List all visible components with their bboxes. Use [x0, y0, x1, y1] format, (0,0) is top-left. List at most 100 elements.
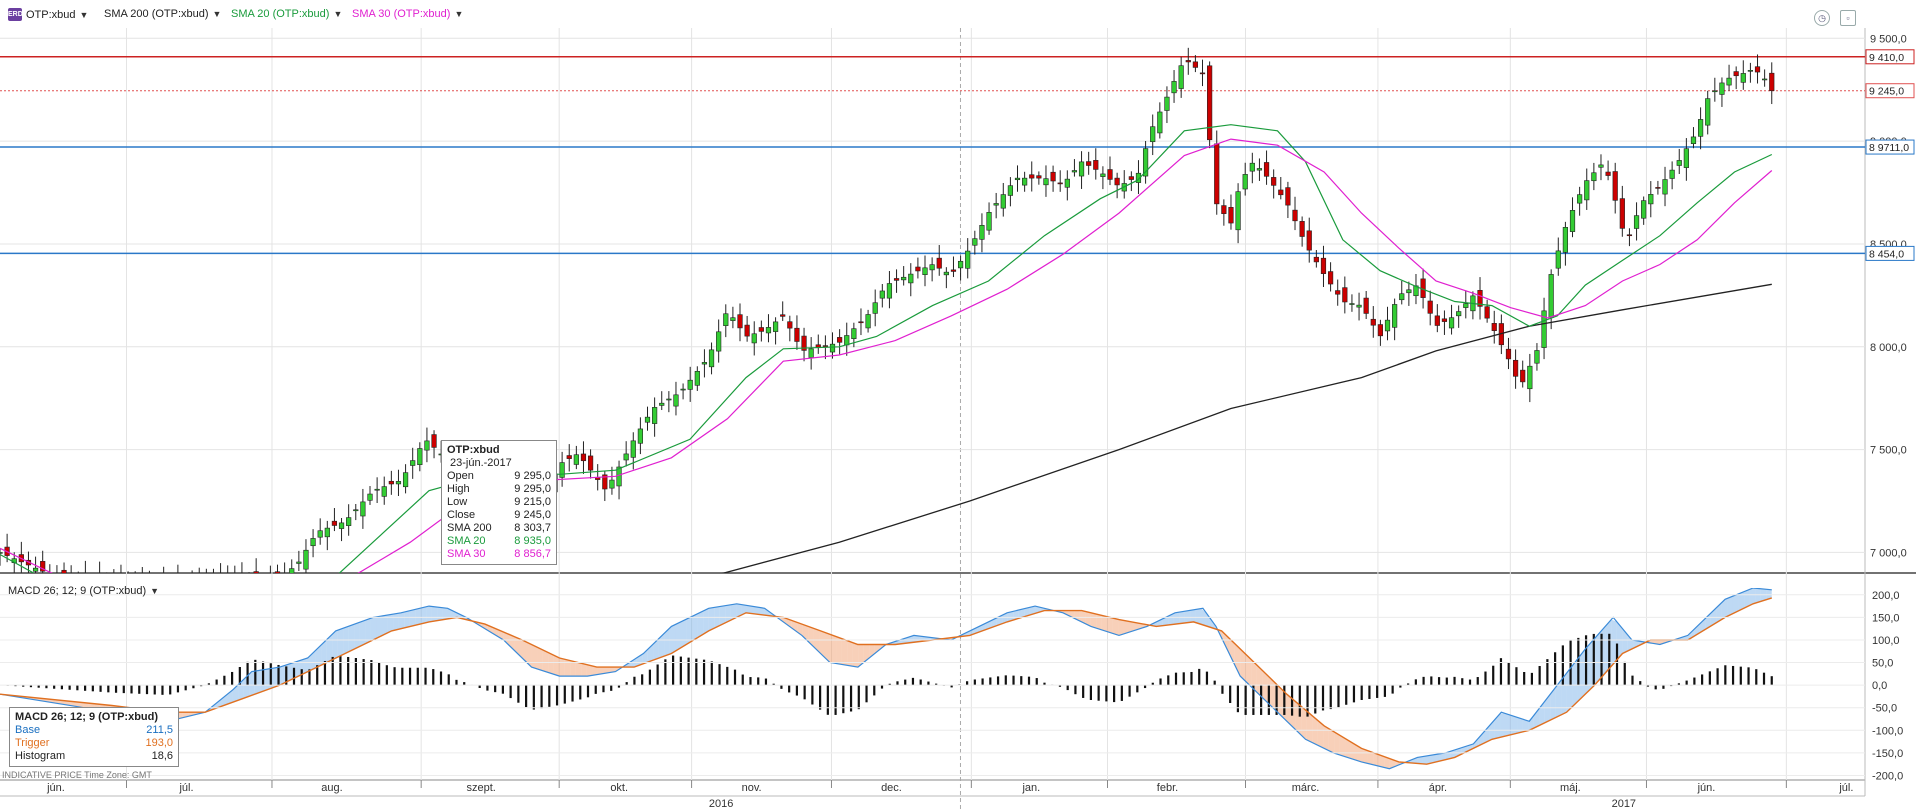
macd-fill	[1085, 611, 1091, 627]
candle-body	[694, 370, 700, 386]
candle-body	[1142, 148, 1149, 177]
macd-fill	[586, 664, 593, 677]
candle-body	[872, 302, 878, 314]
candle-body	[1327, 271, 1334, 285]
macd-tooltip-row: Trigger 193,0	[15, 737, 173, 750]
candle-body	[1633, 215, 1640, 229]
macd-fill	[409, 609, 416, 627]
macd-fill	[592, 666, 598, 676]
macd-fill	[321, 639, 327, 666]
macd-fill	[1157, 618, 1163, 627]
macd-fill	[658, 633, 665, 659]
candle-body	[915, 266, 921, 272]
macd-fill	[697, 611, 704, 638]
macd-fill	[819, 630, 825, 658]
instrument-selector[interactable]: ERD OTP:xbud ▼	[8, 8, 88, 21]
macd-fill	[1356, 745, 1363, 763]
macd-fill	[548, 652, 554, 675]
macd-fill	[1123, 620, 1130, 634]
candle-body	[353, 509, 359, 512]
candle-body	[1363, 297, 1369, 314]
candle-body	[1078, 161, 1085, 177]
candle-body	[1306, 230, 1312, 251]
candle-body	[1690, 136, 1697, 144]
macd-fill	[1373, 752, 1379, 767]
candle-body	[240, 575, 245, 578]
macd-fill	[692, 613, 698, 641]
candle-body	[1662, 179, 1668, 195]
clock-icon[interactable]: ◷	[1814, 10, 1830, 26]
candle-body	[1512, 359, 1519, 377]
candle-body	[1256, 168, 1263, 171]
macd-fill	[304, 655, 311, 674]
candle-body	[1541, 310, 1547, 348]
macd-fill	[603, 667, 610, 674]
macd-fill	[730, 603, 737, 621]
macd-fill	[531, 644, 538, 669]
candle-body	[680, 388, 686, 391]
candle-body	[1548, 274, 1554, 318]
candle-body	[844, 335, 850, 346]
candle-body	[1434, 315, 1440, 326]
macd-fill	[609, 667, 615, 673]
candle-body	[1178, 65, 1184, 89]
macd-selector[interactable]: MACD 26; 12; 9 (OTP:xbud) ▼	[8, 585, 159, 597]
macd-fill	[332, 630, 338, 660]
macd-fill	[1234, 643, 1241, 677]
candle-body	[787, 321, 793, 329]
macd-fill	[1223, 632, 1230, 654]
macd-fill	[1417, 756, 1423, 764]
macd-fill	[1439, 752, 1446, 762]
candle-body	[1349, 303, 1355, 305]
macd-fill	[1278, 686, 1285, 720]
y-tick-label: 0,0	[1872, 680, 1887, 692]
level-label-box	[1865, 139, 1915, 155]
candle-body	[1150, 126, 1156, 143]
macd-fill	[1328, 728, 1335, 754]
sma200-selector[interactable]: SMA 200 (OTP:xbud) ▼	[104, 8, 221, 20]
macd-fill	[1190, 609, 1196, 623]
macd-fill	[337, 628, 344, 658]
candle-body	[1754, 66, 1761, 73]
candle-body	[76, 577, 81, 579]
macd-fill	[1367, 750, 1374, 765]
macd-fill	[1699, 618, 1706, 633]
macd-fill	[215, 699, 222, 709]
candle-body	[40, 561, 46, 572]
candle-body	[395, 481, 402, 485]
macd-fill	[1517, 717, 1523, 734]
candle-body	[1029, 174, 1035, 179]
tooltip-label: Close	[447, 509, 476, 521]
candle-body	[1769, 72, 1775, 92]
macd-fill	[642, 649, 648, 665]
sma30-line	[0, 138, 1773, 573]
candle-body	[217, 572, 224, 573]
candle-body	[1719, 82, 1725, 95]
macd-fill	[1096, 614, 1102, 630]
candle-body	[865, 314, 871, 329]
candle-body	[1577, 194, 1583, 204]
candle-body	[929, 264, 935, 271]
y-tick-label: 7 000,0	[1870, 547, 1907, 559]
sma20-selector[interactable]: SMA 20 (OTP:xbud) ▼	[231, 8, 342, 20]
sma30-selector[interactable]: SMA 30 (OTP:xbud) ▼	[352, 8, 463, 20]
candle-body	[183, 584, 188, 585]
candle-body	[1484, 306, 1490, 319]
candle-body	[417, 448, 423, 465]
candle-body	[1655, 187, 1661, 189]
candle-body	[993, 203, 999, 206]
candle-body	[233, 574, 238, 578]
candle-body	[893, 278, 900, 281]
candle-body	[602, 474, 608, 490]
settings-icon[interactable]: ▫	[1840, 10, 1856, 26]
level-label: 9 245,0	[1869, 86, 1904, 98]
tooltip-row: Open 9 295,0	[447, 470, 551, 483]
x-tick-label: dec.	[881, 782, 902, 794]
candle-body	[1114, 177, 1120, 186]
candle-body	[55, 577, 60, 578]
candle-body	[1377, 324, 1383, 337]
macd-fill	[1007, 611, 1014, 622]
candle-body	[837, 337, 843, 343]
sma200-line	[721, 283, 1772, 573]
macd-fill	[570, 660, 576, 677]
